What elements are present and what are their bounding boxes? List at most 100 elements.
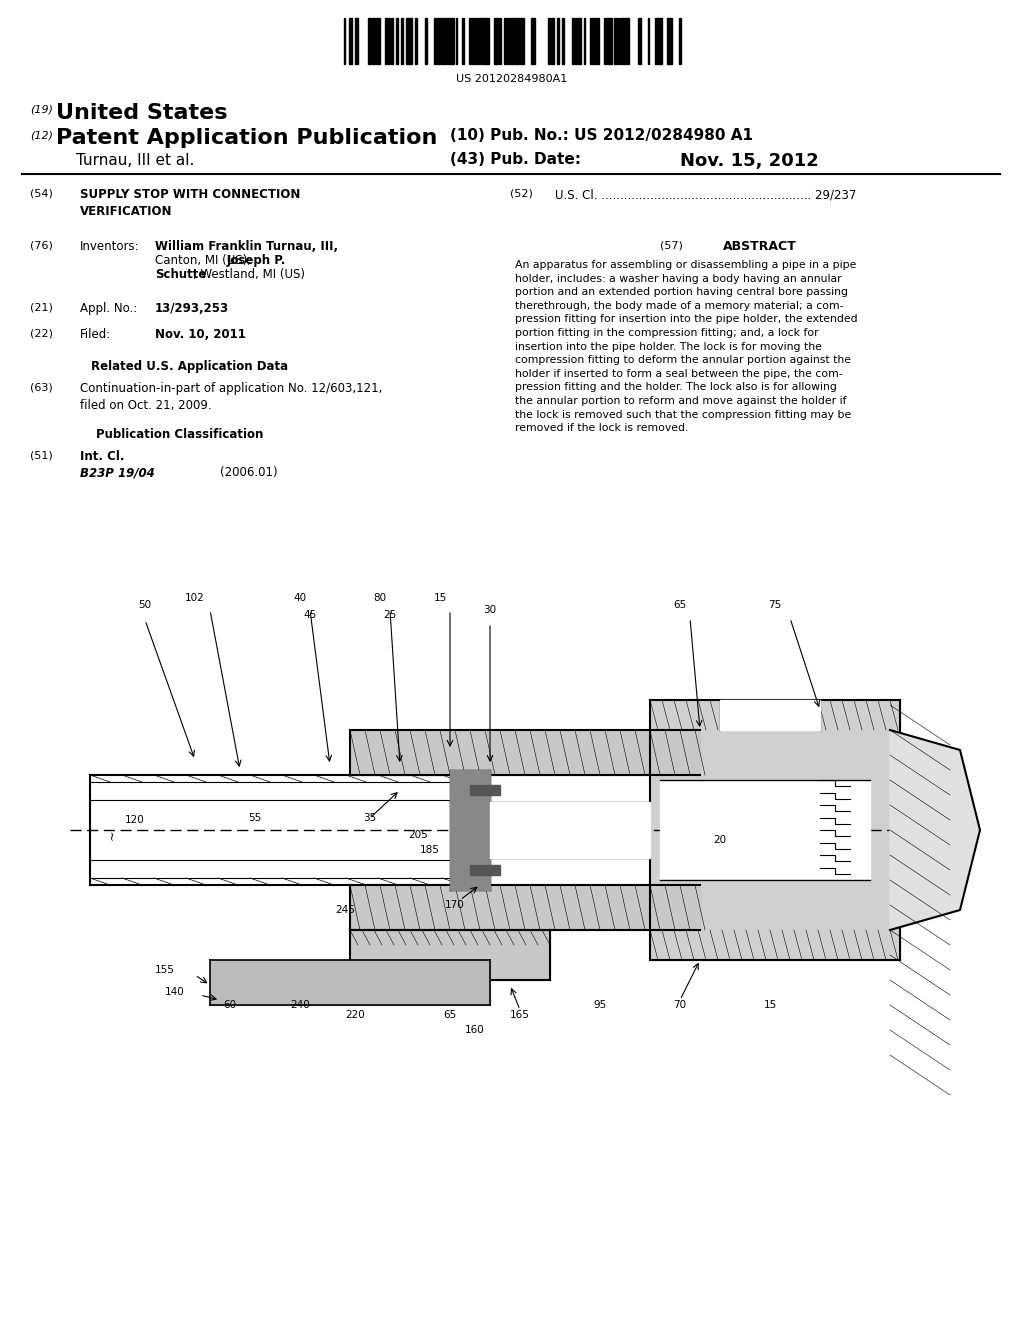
Bar bbox=[531, 18, 534, 63]
Text: (2006.01): (2006.01) bbox=[220, 466, 278, 479]
Bar bbox=[609, 18, 612, 63]
Text: (76): (76) bbox=[30, 240, 53, 249]
Text: 13/293,253: 13/293,253 bbox=[155, 302, 229, 315]
Bar bbox=[626, 18, 628, 63]
Bar bbox=[534, 18, 535, 63]
Bar bbox=[391, 18, 393, 63]
Bar bbox=[512, 18, 514, 63]
Text: (54): (54) bbox=[30, 187, 53, 198]
Bar bbox=[551, 18, 554, 63]
Bar bbox=[486, 18, 489, 63]
Text: Publication Classification: Publication Classification bbox=[96, 428, 264, 441]
Text: (22): (22) bbox=[30, 327, 53, 338]
Text: (12): (12) bbox=[30, 129, 53, 140]
Text: 240: 240 bbox=[290, 1001, 310, 1010]
Text: ABSTRACT: ABSTRACT bbox=[723, 240, 797, 253]
Bar bbox=[504, 18, 506, 63]
Text: 60: 60 bbox=[223, 1001, 237, 1010]
Bar bbox=[401, 18, 403, 63]
Text: B23P 19/04: B23P 19/04 bbox=[80, 466, 155, 479]
Bar bbox=[377, 18, 380, 63]
Text: (57): (57) bbox=[660, 240, 683, 249]
Bar bbox=[472, 18, 474, 63]
Polygon shape bbox=[350, 931, 550, 979]
Text: 15: 15 bbox=[433, 593, 446, 603]
Bar bbox=[562, 18, 564, 63]
Bar bbox=[372, 18, 375, 63]
Text: U.S. Cl. ........................................................ 29/237: U.S. Cl. ...............................… bbox=[555, 187, 856, 201]
Polygon shape bbox=[470, 865, 500, 875]
Polygon shape bbox=[890, 730, 980, 931]
Bar bbox=[614, 18, 617, 63]
Text: 165: 165 bbox=[510, 1010, 530, 1020]
Text: 35: 35 bbox=[364, 813, 377, 822]
Text: William Franklin Turnau, III,: William Franklin Turnau, III, bbox=[155, 240, 338, 253]
Text: 70: 70 bbox=[674, 1001, 686, 1010]
Bar bbox=[368, 18, 371, 63]
Text: 65: 65 bbox=[443, 1010, 457, 1020]
Bar bbox=[494, 18, 497, 63]
Text: 120: 120 bbox=[125, 814, 144, 825]
Text: 65: 65 bbox=[674, 601, 687, 610]
Bar bbox=[620, 18, 622, 63]
Text: (10) Pub. No.: US 2012/0284980 A1: (10) Pub. No.: US 2012/0284980 A1 bbox=[450, 128, 753, 143]
Polygon shape bbox=[660, 780, 870, 880]
Text: Inventors:: Inventors: bbox=[80, 240, 139, 253]
Bar bbox=[438, 18, 441, 63]
Text: 95: 95 bbox=[593, 1001, 606, 1010]
Bar bbox=[497, 18, 499, 63]
Text: (52): (52) bbox=[510, 187, 532, 198]
Text: Patent Application Publication: Patent Application Publication bbox=[56, 128, 437, 148]
Text: Canton, MI (US);: Canton, MI (US); bbox=[155, 253, 255, 267]
Text: (63): (63) bbox=[30, 381, 53, 392]
Text: 15: 15 bbox=[763, 1001, 776, 1010]
Polygon shape bbox=[210, 960, 490, 1005]
Text: ~: ~ bbox=[105, 830, 119, 841]
Text: Joseph P.: Joseph P. bbox=[227, 253, 287, 267]
Text: 75: 75 bbox=[768, 601, 781, 610]
Bar bbox=[679, 18, 681, 63]
Bar bbox=[355, 18, 358, 63]
Polygon shape bbox=[720, 700, 820, 730]
Bar bbox=[442, 18, 445, 63]
Polygon shape bbox=[490, 803, 650, 858]
Text: 40: 40 bbox=[294, 593, 306, 603]
Text: Schutte: Schutte bbox=[155, 268, 207, 281]
Bar bbox=[406, 18, 409, 63]
Text: An apparatus for assembling or disassembling a pipe in a pipe
holder, includes: : An apparatus for assembling or disassemb… bbox=[515, 260, 858, 433]
Text: 30: 30 bbox=[483, 605, 497, 615]
Text: 185: 185 bbox=[420, 845, 440, 855]
Text: Nov. 15, 2012: Nov. 15, 2012 bbox=[680, 152, 819, 170]
Bar bbox=[507, 18, 509, 63]
Text: (51): (51) bbox=[30, 450, 53, 459]
Bar bbox=[469, 18, 471, 63]
Text: Continuation-in-part of application No. 12/603,121,
filed on Oct. 21, 2009.: Continuation-in-part of application No. … bbox=[80, 381, 382, 412]
Text: United States: United States bbox=[56, 103, 227, 123]
Bar bbox=[515, 18, 517, 63]
Text: 160: 160 bbox=[465, 1026, 485, 1035]
Text: 102: 102 bbox=[185, 593, 205, 603]
Bar bbox=[434, 18, 437, 63]
Bar bbox=[447, 18, 450, 63]
Bar bbox=[655, 18, 658, 63]
Text: (19): (19) bbox=[30, 106, 53, 115]
Polygon shape bbox=[350, 730, 700, 775]
Bar bbox=[638, 18, 641, 63]
Bar bbox=[349, 18, 352, 63]
Text: 220: 220 bbox=[345, 1010, 365, 1020]
Text: 80: 80 bbox=[374, 593, 387, 603]
Polygon shape bbox=[470, 785, 500, 795]
Text: 205: 205 bbox=[409, 830, 428, 840]
Bar bbox=[548, 18, 550, 63]
Bar bbox=[622, 18, 625, 63]
Text: 155: 155 bbox=[155, 965, 175, 975]
Text: 45: 45 bbox=[303, 610, 316, 620]
Text: Appl. No.:: Appl. No.: bbox=[80, 302, 137, 315]
Bar bbox=[388, 18, 390, 63]
Text: Turnau, III et al.: Turnau, III et al. bbox=[76, 153, 195, 168]
Bar bbox=[462, 18, 464, 63]
Text: 25: 25 bbox=[383, 610, 396, 620]
Text: 170: 170 bbox=[445, 900, 465, 909]
Bar bbox=[409, 18, 412, 63]
Bar bbox=[425, 18, 427, 63]
